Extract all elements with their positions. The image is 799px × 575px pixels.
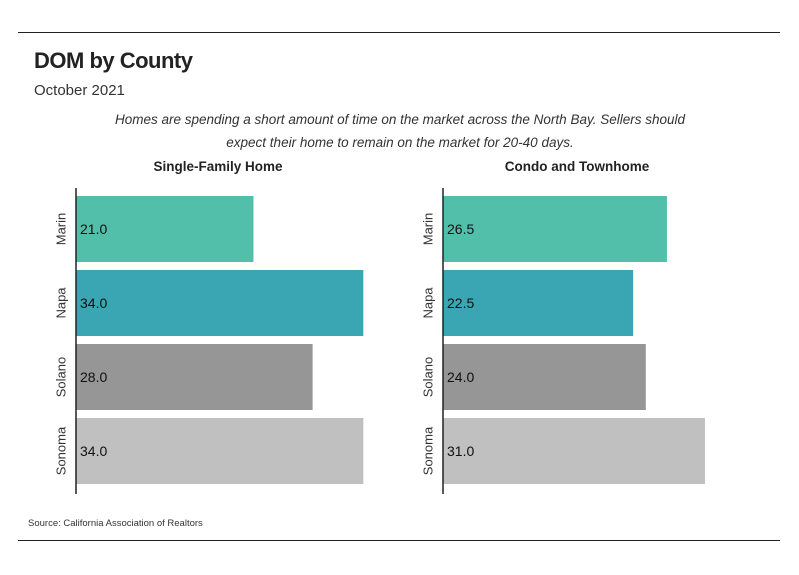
data-label-sonoma: 34.0 xyxy=(80,443,107,459)
chart-title: Single-Family Home xyxy=(153,159,283,174)
category-label-marin: Marin xyxy=(54,213,69,246)
bar-marin xyxy=(443,196,667,262)
bottom-rule xyxy=(18,540,780,541)
bar-napa xyxy=(443,270,634,336)
page-subtitle: October 2021 xyxy=(34,82,125,99)
data-label-napa: 34.0 xyxy=(80,295,107,311)
category-label-solano: Solano xyxy=(54,357,69,397)
bar-sonoma xyxy=(443,418,705,484)
category-label-napa: Napa xyxy=(421,287,436,319)
source-note: Source: California Association of Realto… xyxy=(28,518,203,529)
chart-title: Condo and Townhome xyxy=(505,159,650,174)
data-label-marin: 21.0 xyxy=(80,221,107,237)
data-label-sonoma: 31.0 xyxy=(447,443,474,459)
chart-panel-1: Single-Family Home 21.0 Marin 34.0 Napa 28.0 S… xyxy=(54,159,364,494)
category-label-marin: Marin xyxy=(421,213,436,246)
bar-solano xyxy=(76,344,313,410)
data-label-solano: 28.0 xyxy=(80,369,107,385)
bar-sonoma xyxy=(76,418,364,484)
source-text: California Association of Realtors xyxy=(63,518,203,529)
chart-panel-2: Condo and Townhome 26.5 Marin 22.5 Napa 24.0 S… xyxy=(421,159,705,494)
category-label-solano: Solano xyxy=(421,357,436,397)
bar-solano xyxy=(443,344,646,410)
data-label-napa: 22.5 xyxy=(447,295,474,311)
data-label-solano: 24.0 xyxy=(447,369,474,385)
bar-marin xyxy=(76,196,254,262)
page-title: DOM by County xyxy=(34,48,193,73)
source-label: Source: xyxy=(28,518,61,529)
data-label-marin: 26.5 xyxy=(447,221,474,237)
category-label-sonoma: Sonoma xyxy=(421,426,436,475)
top-rule xyxy=(18,32,780,33)
bar-napa xyxy=(76,270,364,336)
chart-description: Homes are spending a short amount of tim… xyxy=(114,112,686,150)
category-label-napa: Napa xyxy=(54,287,69,319)
category-label-sonoma: Sonoma xyxy=(54,426,69,475)
